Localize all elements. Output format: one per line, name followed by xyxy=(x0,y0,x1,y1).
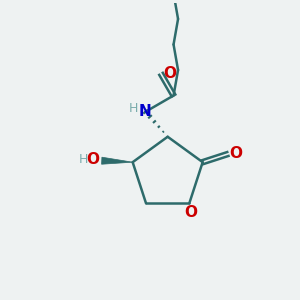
Text: O: O xyxy=(230,146,243,161)
Text: O: O xyxy=(163,66,176,81)
Text: H: H xyxy=(128,102,138,115)
Text: H: H xyxy=(79,153,88,166)
Text: O: O xyxy=(184,205,197,220)
Text: N: N xyxy=(139,103,152,118)
Text: O: O xyxy=(86,152,99,167)
Polygon shape xyxy=(102,157,133,164)
